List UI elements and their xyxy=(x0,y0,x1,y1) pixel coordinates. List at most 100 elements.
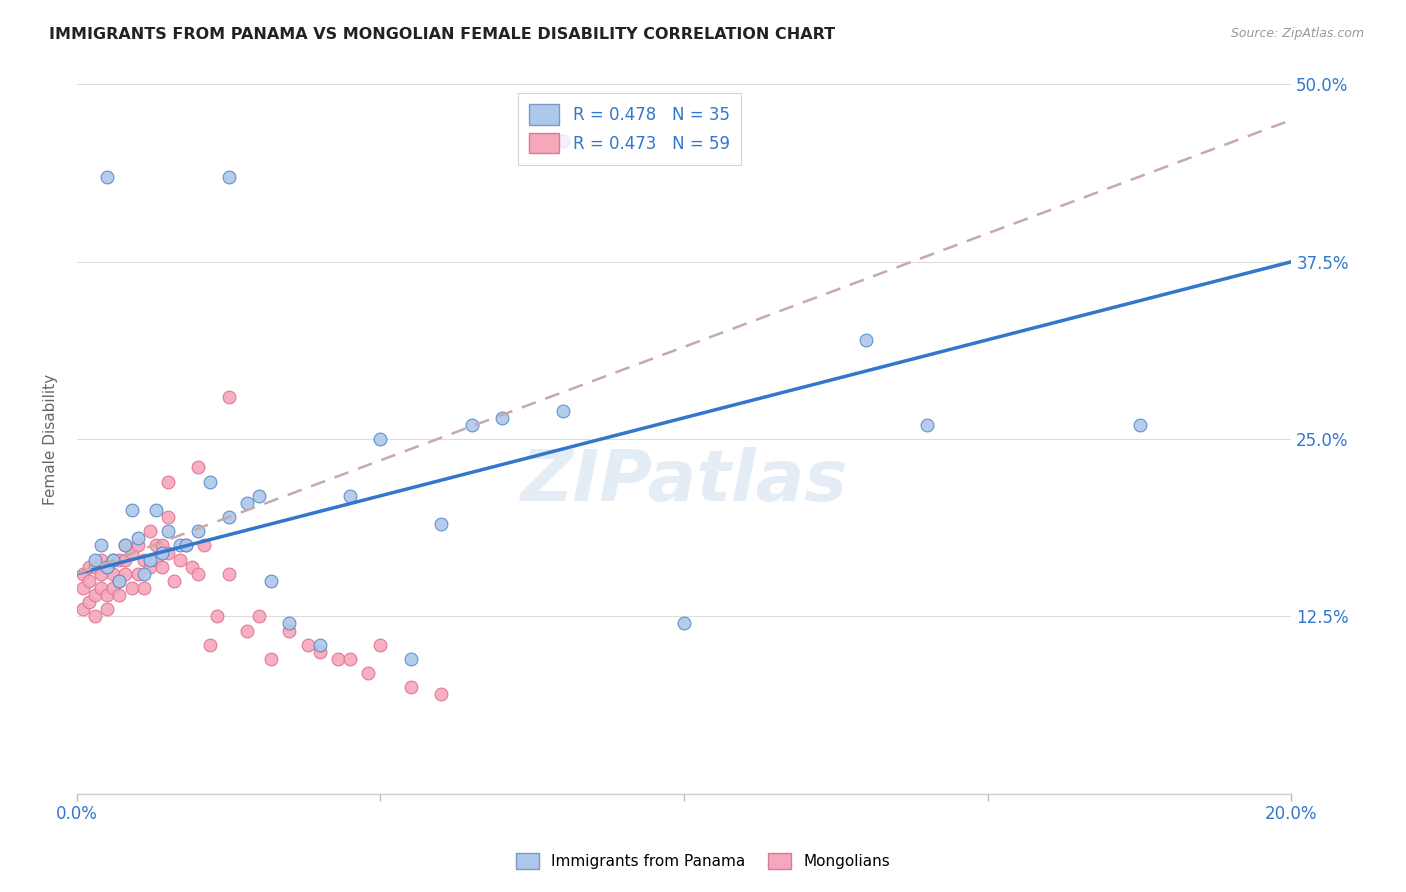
Point xyxy=(72,566,94,581)
Point xyxy=(138,552,160,566)
Point xyxy=(114,538,136,552)
Text: ZIPatlas: ZIPatlas xyxy=(520,447,848,516)
Point xyxy=(218,510,240,524)
Point xyxy=(370,432,392,446)
Point xyxy=(84,609,107,624)
Point xyxy=(218,390,240,404)
Point xyxy=(247,609,270,624)
Point xyxy=(96,588,118,602)
Point xyxy=(174,538,197,552)
Point xyxy=(150,545,173,559)
Point xyxy=(339,652,361,666)
Point xyxy=(855,333,877,347)
Point xyxy=(132,552,155,566)
Point xyxy=(121,503,143,517)
Point xyxy=(103,581,125,595)
Point xyxy=(145,538,167,552)
Point xyxy=(430,517,453,532)
Point xyxy=(326,652,349,666)
Point xyxy=(84,588,107,602)
Point xyxy=(169,552,191,566)
Point xyxy=(150,559,173,574)
Point xyxy=(193,538,215,552)
Point xyxy=(114,552,136,566)
Point xyxy=(145,503,167,517)
Point xyxy=(108,552,131,566)
Point xyxy=(460,417,482,432)
Point xyxy=(260,652,283,666)
Point xyxy=(357,666,380,681)
Point xyxy=(399,681,422,695)
Point xyxy=(187,460,209,475)
Point xyxy=(200,638,222,652)
Point xyxy=(108,574,131,588)
Point xyxy=(108,588,131,602)
Point xyxy=(247,489,270,503)
Y-axis label: Female Disability: Female Disability xyxy=(44,374,58,505)
Point xyxy=(156,524,179,539)
Point xyxy=(174,538,197,552)
Point xyxy=(278,624,301,638)
Point xyxy=(156,475,179,489)
Point xyxy=(127,538,149,552)
Point xyxy=(551,403,574,417)
Text: IMMIGRANTS FROM PANAMA VS MONGOLIAN FEMALE DISABILITY CORRELATION CHART: IMMIGRANTS FROM PANAMA VS MONGOLIAN FEMA… xyxy=(49,27,835,42)
Point xyxy=(132,581,155,595)
Point xyxy=(127,566,149,581)
Point xyxy=(297,638,319,652)
Point xyxy=(187,524,209,539)
Point xyxy=(138,559,160,574)
Point xyxy=(84,559,107,574)
Point xyxy=(96,559,118,574)
Point xyxy=(399,652,422,666)
Point xyxy=(103,566,125,581)
Point xyxy=(96,559,118,574)
Point xyxy=(77,595,100,609)
Point xyxy=(551,134,574,148)
Point xyxy=(163,574,186,588)
Point xyxy=(260,574,283,588)
Point xyxy=(156,545,179,559)
Point xyxy=(114,538,136,552)
Point xyxy=(145,552,167,566)
Point xyxy=(278,616,301,631)
Point xyxy=(132,566,155,581)
Point xyxy=(103,552,125,566)
Point xyxy=(121,581,143,595)
Point xyxy=(138,524,160,539)
Point xyxy=(96,169,118,184)
Point xyxy=(90,538,112,552)
Point xyxy=(236,624,259,638)
Point xyxy=(187,566,209,581)
Point xyxy=(103,552,125,566)
Point xyxy=(181,559,204,574)
Legend: Immigrants from Panama, Mongolians: Immigrants from Panama, Mongolians xyxy=(510,847,896,875)
Point xyxy=(430,687,453,701)
Point xyxy=(108,574,131,588)
Point xyxy=(218,566,240,581)
Point xyxy=(200,475,222,489)
Text: Source: ZipAtlas.com: Source: ZipAtlas.com xyxy=(1230,27,1364,40)
Point xyxy=(1128,417,1150,432)
Point xyxy=(370,638,392,652)
Point xyxy=(339,489,361,503)
Point xyxy=(491,410,513,425)
Point xyxy=(127,532,149,546)
Point xyxy=(72,602,94,616)
Point xyxy=(90,552,112,566)
Point xyxy=(205,609,228,624)
Point xyxy=(90,566,112,581)
Point xyxy=(77,559,100,574)
Point xyxy=(84,552,107,566)
Point xyxy=(156,510,179,524)
Point xyxy=(308,645,330,659)
Point xyxy=(673,616,696,631)
Point xyxy=(90,581,112,595)
Legend: R = 0.478   N = 35, R = 0.473   N = 59: R = 0.478 N = 35, R = 0.473 N = 59 xyxy=(517,93,741,165)
Point xyxy=(77,574,100,588)
Point xyxy=(308,638,330,652)
Point xyxy=(236,496,259,510)
Point xyxy=(169,538,191,552)
Point xyxy=(121,545,143,559)
Point xyxy=(218,169,240,184)
